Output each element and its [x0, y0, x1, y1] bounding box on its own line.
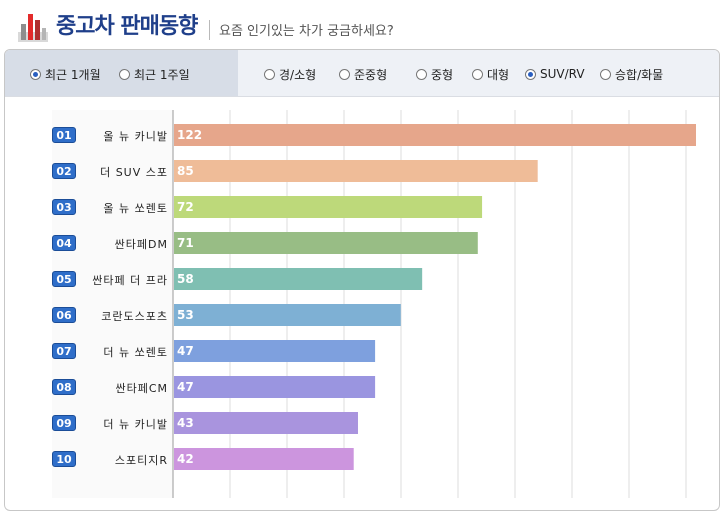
car-name-label[interactable]: 싼타페DM — [114, 238, 168, 251]
rank-badge: 05 — [52, 271, 76, 287]
bar-value-label: 47 — [177, 344, 194, 358]
rank-badge: 02 — [52, 163, 76, 179]
radio-label: 최근 1주일 — [134, 67, 190, 82]
car-name-label[interactable]: 더 뉴 카니발 — [103, 418, 168, 431]
bar-2 — [174, 160, 538, 182]
radio-label: 최근 1개월 — [45, 67, 101, 82]
radio-icon — [339, 68, 350, 80]
radio-label: 준중형 — [354, 67, 388, 82]
car-name-label[interactable]: 더 뉴 쏘렌토 — [103, 346, 168, 359]
car-name-label[interactable]: 올 뉴 쏘렌토 — [103, 202, 168, 215]
car-name-label[interactable]: 스포티지R — [114, 454, 168, 467]
bar-4 — [174, 232, 478, 254]
rank-badge: 03 — [52, 199, 76, 215]
bar-5 — [174, 268, 423, 290]
page-title: 중고차 판매동향 — [56, 14, 198, 39]
bar-value-label: 122 — [177, 128, 203, 142]
rank-badge: 09 — [52, 415, 76, 431]
rank-badge: 08 — [52, 379, 76, 395]
rank-badge: 04 — [52, 235, 76, 251]
rank-badge: 07 — [52, 343, 76, 359]
radio-icon — [264, 68, 275, 80]
divider — [209, 20, 210, 40]
bar-value-label: 72 — [177, 200, 194, 214]
chart-logo-icon — [18, 14, 48, 42]
bar-8 — [174, 376, 376, 398]
radio-icon — [30, 68, 41, 80]
segment-radio-van-truck[interactable]: 승합/화물 — [600, 67, 664, 82]
segment-radio-semi-midsize[interactable]: 준중형 — [339, 67, 388, 82]
bar-value-label: 71 — [177, 236, 194, 250]
car-name-label[interactable]: 싼타페 더 프라 — [92, 274, 168, 287]
segment-radio-compact[interactable]: 경/소형 — [264, 67, 317, 82]
period-radio-1month[interactable]: 최근 1개월 — [30, 67, 101, 82]
segment-radio-midsize[interactable]: 중형 — [416, 67, 454, 82]
bar-1 — [174, 124, 696, 146]
segment-radio-large[interactable]: 대형 — [472, 67, 510, 82]
filter-bar: 최근 1개월 최근 1주일 경/소형 준중형 중형 대형 SUV/RV — [5, 50, 719, 97]
bar-3 — [174, 196, 483, 218]
car-name-label[interactable]: 코란도스포츠 — [101, 310, 168, 323]
car-name-label[interactable]: 더 SUV 스포 — [100, 166, 168, 179]
radio-label: SUV/RV — [540, 67, 585, 81]
bar-value-label: 42 — [177, 452, 194, 466]
bar-9 — [174, 412, 358, 434]
bar-value-label: 53 — [177, 308, 194, 322]
segment-radio-suv-rv[interactable]: SUV/RV — [525, 67, 585, 81]
radio-icon — [416, 68, 427, 80]
radio-label: 승합/화물 — [615, 67, 664, 82]
rank-badge: 10 — [52, 451, 76, 467]
car-name-label[interactable]: 싼타페CM — [115, 382, 168, 395]
bar-value-label: 43 — [177, 416, 194, 430]
bar-6 — [174, 304, 401, 326]
bar-10 — [174, 448, 354, 470]
period-filter: 최근 1개월 최근 1주일 — [5, 50, 238, 96]
page-subtitle: 요즘 인기있는 차가 궁금하세요? — [219, 24, 394, 39]
radio-icon — [525, 68, 536, 80]
radio-label: 경/소형 — [279, 67, 317, 82]
car-name-label[interactable]: 올 뉴 카니발 — [103, 130, 168, 143]
radio-label: 대형 — [487, 67, 510, 82]
radio-label: 중형 — [431, 67, 454, 82]
radio-icon — [472, 68, 483, 80]
rank-badge: 01 — [52, 127, 76, 143]
bar-value-label: 47 — [177, 380, 194, 394]
header: 중고차 판매동향 요즘 인기있는 차가 궁금하세요? — [0, 0, 723, 48]
bar-value-label: 85 — [177, 164, 194, 178]
radio-icon — [119, 68, 130, 80]
bar-7 — [174, 340, 376, 362]
rank-badge: 06 — [52, 307, 76, 323]
period-radio-1week[interactable]: 최근 1주일 — [119, 67, 190, 82]
bar-value-label: 58 — [177, 272, 194, 286]
radio-icon — [600, 68, 611, 80]
